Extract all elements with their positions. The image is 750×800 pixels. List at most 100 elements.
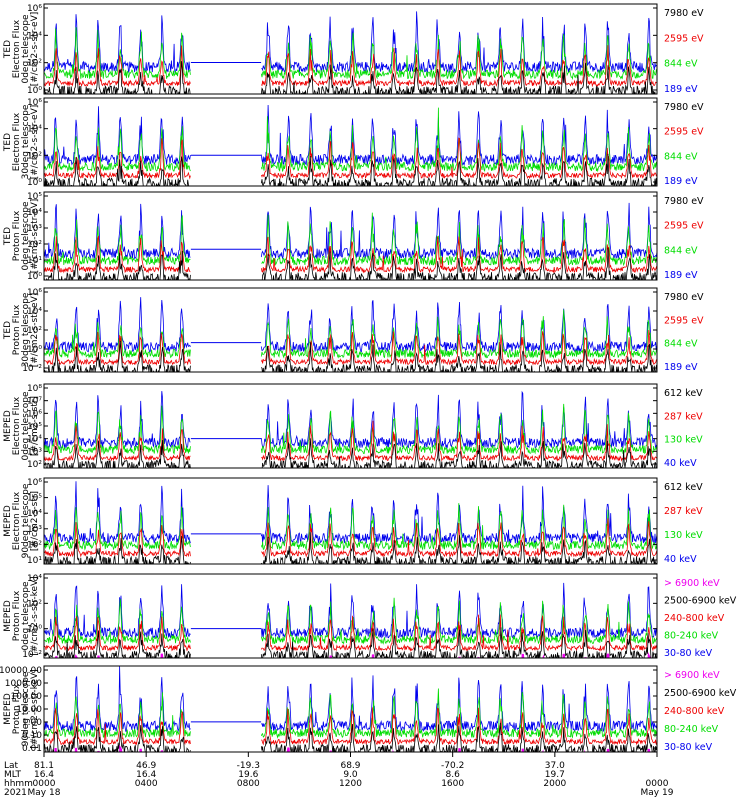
y-axis-label: Electron Flux <box>12 19 22 78</box>
x-tick-label: -70.2 <box>441 761 464 771</box>
y-axis-label: Proton Flux <box>12 210 22 261</box>
y-tick-label: 10.00 <box>16 705 42 715</box>
y-axis-label: 30deg telescope <box>21 104 31 179</box>
legend-entry: 30-80 keV <box>664 742 713 753</box>
y-axis-label: MEPED <box>3 693 13 725</box>
y-tick-label: 0.01 <box>22 744 42 754</box>
flux-panel: 10⁶ 10⁵ 10⁴ 10³ 10² 10¹ MEPED Electron Flux 90de… <box>3 477 703 566</box>
y-axis-label: Electron Flux <box>12 396 22 455</box>
y-tick-label: 10⁴ <box>27 435 42 445</box>
y-tick-label: 1000.00 <box>5 679 42 689</box>
y-axis-label: [#/cm2-s-str-eV] <box>30 199 40 274</box>
x-tick-label: 37.0 <box>545 761 565 771</box>
panel-frame <box>43 573 658 659</box>
x-tick-label: 1600 <box>441 779 464 789</box>
y-axis-label: [#/cm2-s-str] <box>30 396 40 456</box>
y-tick-label: 10⁶ <box>27 98 42 108</box>
y-tick-label: 10³ <box>27 224 42 234</box>
series-line <box>44 297 657 353</box>
y-axis-label: Proton Flux <box>12 683 22 734</box>
legend-entry: 130 keV <box>664 435 703 446</box>
y-tick-label: 10⁰ <box>27 625 42 635</box>
start-date-label: May 18 <box>28 788 61 798</box>
legend-entry: 189 eV <box>664 362 698 373</box>
y-tick-label: 10⁻² <box>22 650 42 660</box>
y-tick-label: 10² <box>27 599 42 609</box>
y-tick-label: 10⁻² <box>22 364 42 374</box>
legend-entry: > 6900 keV <box>664 670 720 681</box>
series-line <box>44 532 657 564</box>
series-line <box>44 235 657 274</box>
series-line <box>44 153 657 186</box>
legend-entry: 189 eV <box>664 270 698 281</box>
end-date-label: May 19 <box>641 788 674 798</box>
x-tick-label: 16.4 <box>34 770 54 780</box>
series-line <box>44 212 657 267</box>
series-line <box>44 666 657 733</box>
y-tick-label: 10² <box>27 460 42 470</box>
panel-frame <box>43 3 658 95</box>
legend-entry: 7980 eV <box>664 102 704 113</box>
y-axis-label: 90deg telescope <box>21 671 31 746</box>
y-axis-label: [#/cm2-s-str-eV] <box>30 293 40 368</box>
series-line <box>44 104 657 167</box>
plot-area <box>44 390 657 468</box>
y-tick-label: 1.00 <box>22 718 42 728</box>
legend-entry: 7980 eV <box>664 8 704 19</box>
legend-entry: 2595 eV <box>664 33 704 44</box>
legend-entry: 30-80 keV <box>664 648 713 659</box>
legend-entry: 844 eV <box>664 151 698 162</box>
y-axis-label: MEPED <box>3 505 13 537</box>
legend-entry: 287 keV <box>664 506 703 517</box>
y-tick-label: 10⁶ <box>27 409 42 419</box>
series-line <box>44 688 657 739</box>
plot-area <box>44 11 657 94</box>
y-axis-label: 30deg telescope <box>21 292 31 367</box>
flux-panel: 10⁵ 10⁴ 10³ 10² 10¹ 10⁰ TED Proton Flux 0deg tel… <box>3 191 704 282</box>
y-axis-label: 0deg telescope <box>21 201 31 271</box>
legend-entry: 612 keV <box>664 482 703 493</box>
series-line <box>44 722 657 752</box>
x-tick-label: 8.6 <box>446 770 461 780</box>
y-tick-label: 10³ <box>27 525 42 535</box>
y-tick-label: 10⁰ <box>27 272 42 282</box>
legend-entry: 40 keV <box>664 554 697 565</box>
y-axis-label: MEPED <box>3 600 13 632</box>
y-tick-label: 10⁶ <box>27 4 42 14</box>
series-line <box>55 651 651 658</box>
y-tick-label: 10⁵ <box>27 494 42 504</box>
legend-entry: 240-800 keV <box>664 706 725 717</box>
plot-area <box>44 104 657 186</box>
flux-panel: 10⁸ 10⁷ 10⁶ 10⁵ 10⁴ 10³ 10² MEPED Electron Flux 0… <box>3 383 703 470</box>
y-axis-label: 90deg telescope <box>21 483 31 558</box>
y-axis-label: TED <box>3 133 13 152</box>
legend-entry: 80-240 keV <box>664 631 719 642</box>
x-tick-label: 19.7 <box>545 770 565 780</box>
series-line <box>44 107 657 173</box>
y-tick-label: 10³ <box>27 447 42 457</box>
y-tick-label: 10⁰ <box>27 345 42 355</box>
x-tick-label: 46.9 <box>136 761 156 771</box>
panel-frame <box>43 97 658 187</box>
legend-entry: 7980 eV <box>664 292 704 303</box>
y-axis-label: [#/cm2-s-str-keV] <box>30 669 40 748</box>
y-axis-label: 0deg telescope <box>21 14 31 84</box>
flux-panel: 10⁶ 10⁴ 10² 10⁰ 10⁻² TED Proton Flux 30deg tele… <box>3 287 704 374</box>
y-axis-label: 0deg telescope <box>21 391 31 461</box>
flux-panel: 10⁶ 10⁴ 10² 10⁰ TED Electron Flux 0deg telesco… <box>3 3 704 96</box>
legend-entry: 2595 eV <box>664 221 704 232</box>
series-line <box>44 61 657 94</box>
x-row-label: MLT <box>4 770 22 780</box>
legend-entry: > 6900 keV <box>664 578 720 589</box>
x-row-label: hhmm <box>4 779 33 789</box>
series-line <box>44 518 657 558</box>
panel-frame <box>43 477 658 565</box>
y-tick-label: 10² <box>27 240 42 250</box>
y-tick-label: 0.10 <box>22 731 42 741</box>
y-axis-label: [#/cm2-s-str-eV] <box>30 12 40 87</box>
y-tick-label: 10000.00 <box>0 666 42 676</box>
plot-area <box>44 481 657 564</box>
series-line <box>44 438 657 468</box>
flux-panel: 10⁴ 10² 10⁰ 10⁻² MEPED Proton Flux 0deg telesc… <box>3 573 737 660</box>
